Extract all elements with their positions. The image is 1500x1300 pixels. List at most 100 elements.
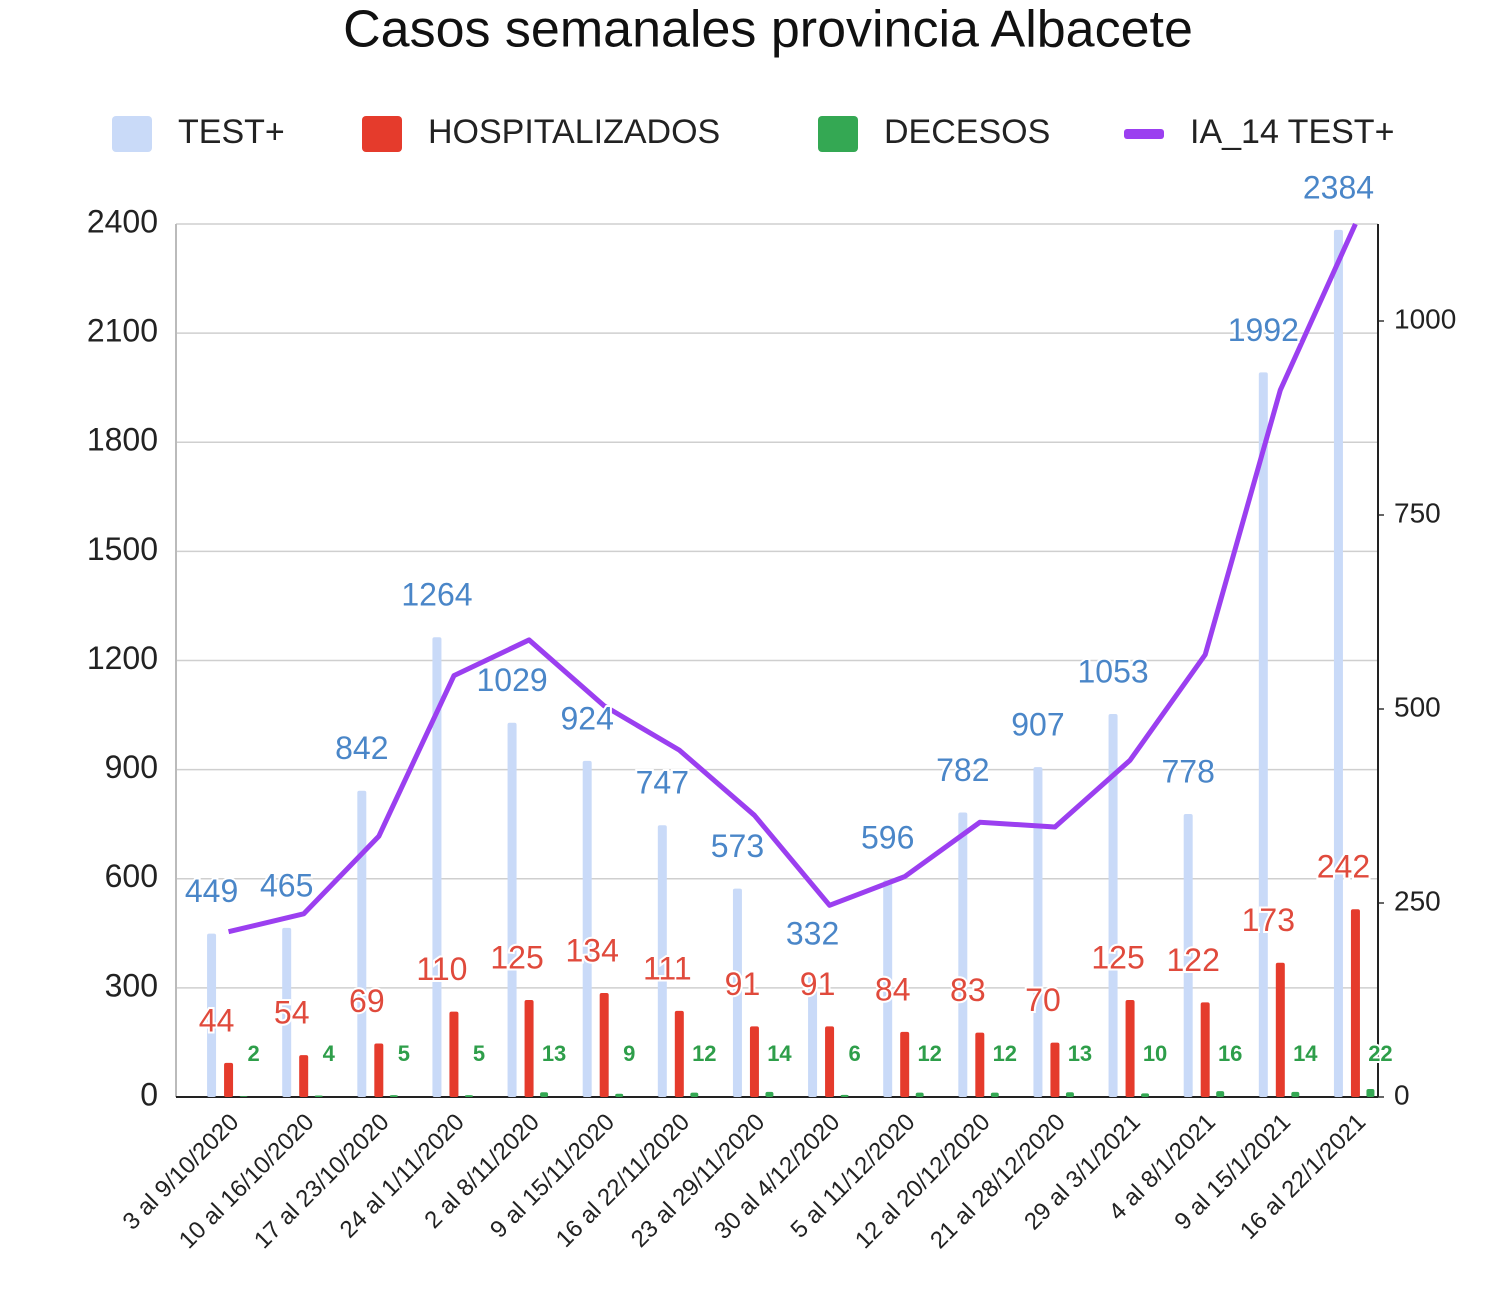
bar [883, 880, 893, 1097]
bar [900, 1031, 910, 1097]
data-label: 747 [636, 765, 689, 801]
bar [207, 933, 217, 1097]
bar [1275, 962, 1285, 1097]
data-label: 83 [950, 972, 986, 1008]
y2-tick-label: 750 [1394, 497, 1441, 528]
x-tick-label: 16 al 22/11/2020 [551, 1109, 695, 1253]
data-label: 14 [767, 1041, 792, 1066]
data-label: 1992 [1228, 312, 1299, 348]
bar [1183, 814, 1193, 1097]
data-label: 6 [848, 1041, 860, 1066]
data-label: 5 [473, 1041, 485, 1066]
bar [582, 760, 592, 1097]
bar [374, 1043, 384, 1097]
legend-swatch [362, 116, 402, 152]
bar [732, 888, 742, 1097]
y-tick-label: 2100 [87, 313, 158, 349]
marks [207, 222, 1375, 1097]
y2-tick-label: 250 [1394, 885, 1441, 916]
data-label: 122 [1166, 942, 1219, 978]
bar [808, 976, 818, 1097]
x-tick-label: 21 al 28/12/2020 [925, 1109, 1071, 1255]
data-label: 332 [786, 916, 839, 952]
bar [1200, 1002, 1210, 1097]
bar [615, 1093, 624, 1097]
data-label: 54 [274, 995, 310, 1031]
y2-tick-label: 500 [1394, 691, 1441, 722]
data-label: 5 [398, 1041, 410, 1066]
data-label: 596 [861, 820, 914, 856]
y2-tick-label: 1000 [1394, 303, 1456, 334]
bar [1291, 1091, 1300, 1097]
bar [1216, 1091, 1225, 1097]
bar [1333, 229, 1343, 1097]
bar [1065, 1092, 1074, 1097]
data-label: 91 [800, 966, 836, 1002]
y-tick-label: 900 [105, 749, 158, 785]
data-label: 70 [1025, 982, 1061, 1018]
bar [825, 1026, 835, 1097]
data-label: 907 [1011, 707, 1064, 743]
bar [299, 1055, 309, 1097]
y-tick-label: 2400 [87, 203, 158, 239]
data-label: 573 [711, 828, 764, 864]
data-label: 14 [1293, 1041, 1318, 1066]
bar [690, 1092, 699, 1097]
legend-swatch [112, 116, 152, 152]
line [227, 222, 1358, 935]
data-label: 465 [260, 867, 313, 903]
bar [657, 825, 667, 1097]
data-label: 9 [623, 1041, 635, 1066]
bar [1350, 909, 1360, 1097]
legend-label: DECESOS [884, 113, 1050, 151]
bar [432, 637, 442, 1097]
bar [224, 1062, 234, 1097]
y-tick-label: 1200 [87, 640, 158, 676]
data-label: 134 [565, 932, 618, 968]
y-tick-label: 1500 [87, 531, 158, 567]
legend-swatch [1124, 129, 1164, 139]
data-label: 1053 [1077, 653, 1148, 689]
data-label: 125 [1091, 939, 1144, 975]
data-label: 782 [936, 752, 989, 788]
bar [239, 1096, 248, 1097]
data-label: 13 [1068, 1041, 1092, 1066]
data-label: 91 [725, 966, 761, 1002]
grid [175, 223, 1384, 1098]
data-label: 12 [917, 1041, 941, 1066]
data-label: 242 [1317, 849, 1370, 885]
bar [840, 1094, 849, 1097]
data-label: 69 [349, 983, 385, 1019]
bar [1033, 767, 1043, 1097]
data-label: 22 [1368, 1041, 1392, 1066]
data-label: 924 [560, 700, 613, 736]
data-label: 2 [247, 1041, 259, 1066]
x-tick-label: 10 al 16/10/2020 [174, 1109, 320, 1255]
legend-label: IA_14 TEST+ [1190, 113, 1394, 151]
bar [507, 722, 517, 1097]
bar [357, 790, 367, 1097]
data-label: 449 [185, 873, 238, 909]
bar [1050, 1042, 1060, 1097]
bar [314, 1095, 323, 1097]
data-label: 2384 [1303, 169, 1374, 205]
data-label: 16 [1218, 1041, 1242, 1066]
data-label: 110 [416, 951, 467, 987]
bar [1366, 1088, 1375, 1097]
data-label: 125 [490, 939, 543, 975]
x-tick-label: 12 al 20/12/2020 [850, 1109, 996, 1255]
y-tick-label: 600 [105, 858, 158, 894]
y-tick-label: 1800 [87, 422, 158, 458]
y2-tick-label: 0 [1394, 1079, 1410, 1110]
legend-label: HOSPITALIZADOS [428, 113, 720, 151]
data-label: 1029 [476, 662, 547, 698]
data-label: 44 [199, 1002, 235, 1038]
y-tick-label: 300 [105, 967, 158, 1003]
data-label: 778 [1161, 753, 1214, 789]
data-label: 842 [335, 730, 388, 766]
bar [1141, 1093, 1150, 1097]
data-label: 13 [542, 1041, 566, 1066]
x-tick-label: 17 al 23/10/2020 [249, 1109, 395, 1255]
data-label: 10 [1143, 1041, 1167, 1066]
